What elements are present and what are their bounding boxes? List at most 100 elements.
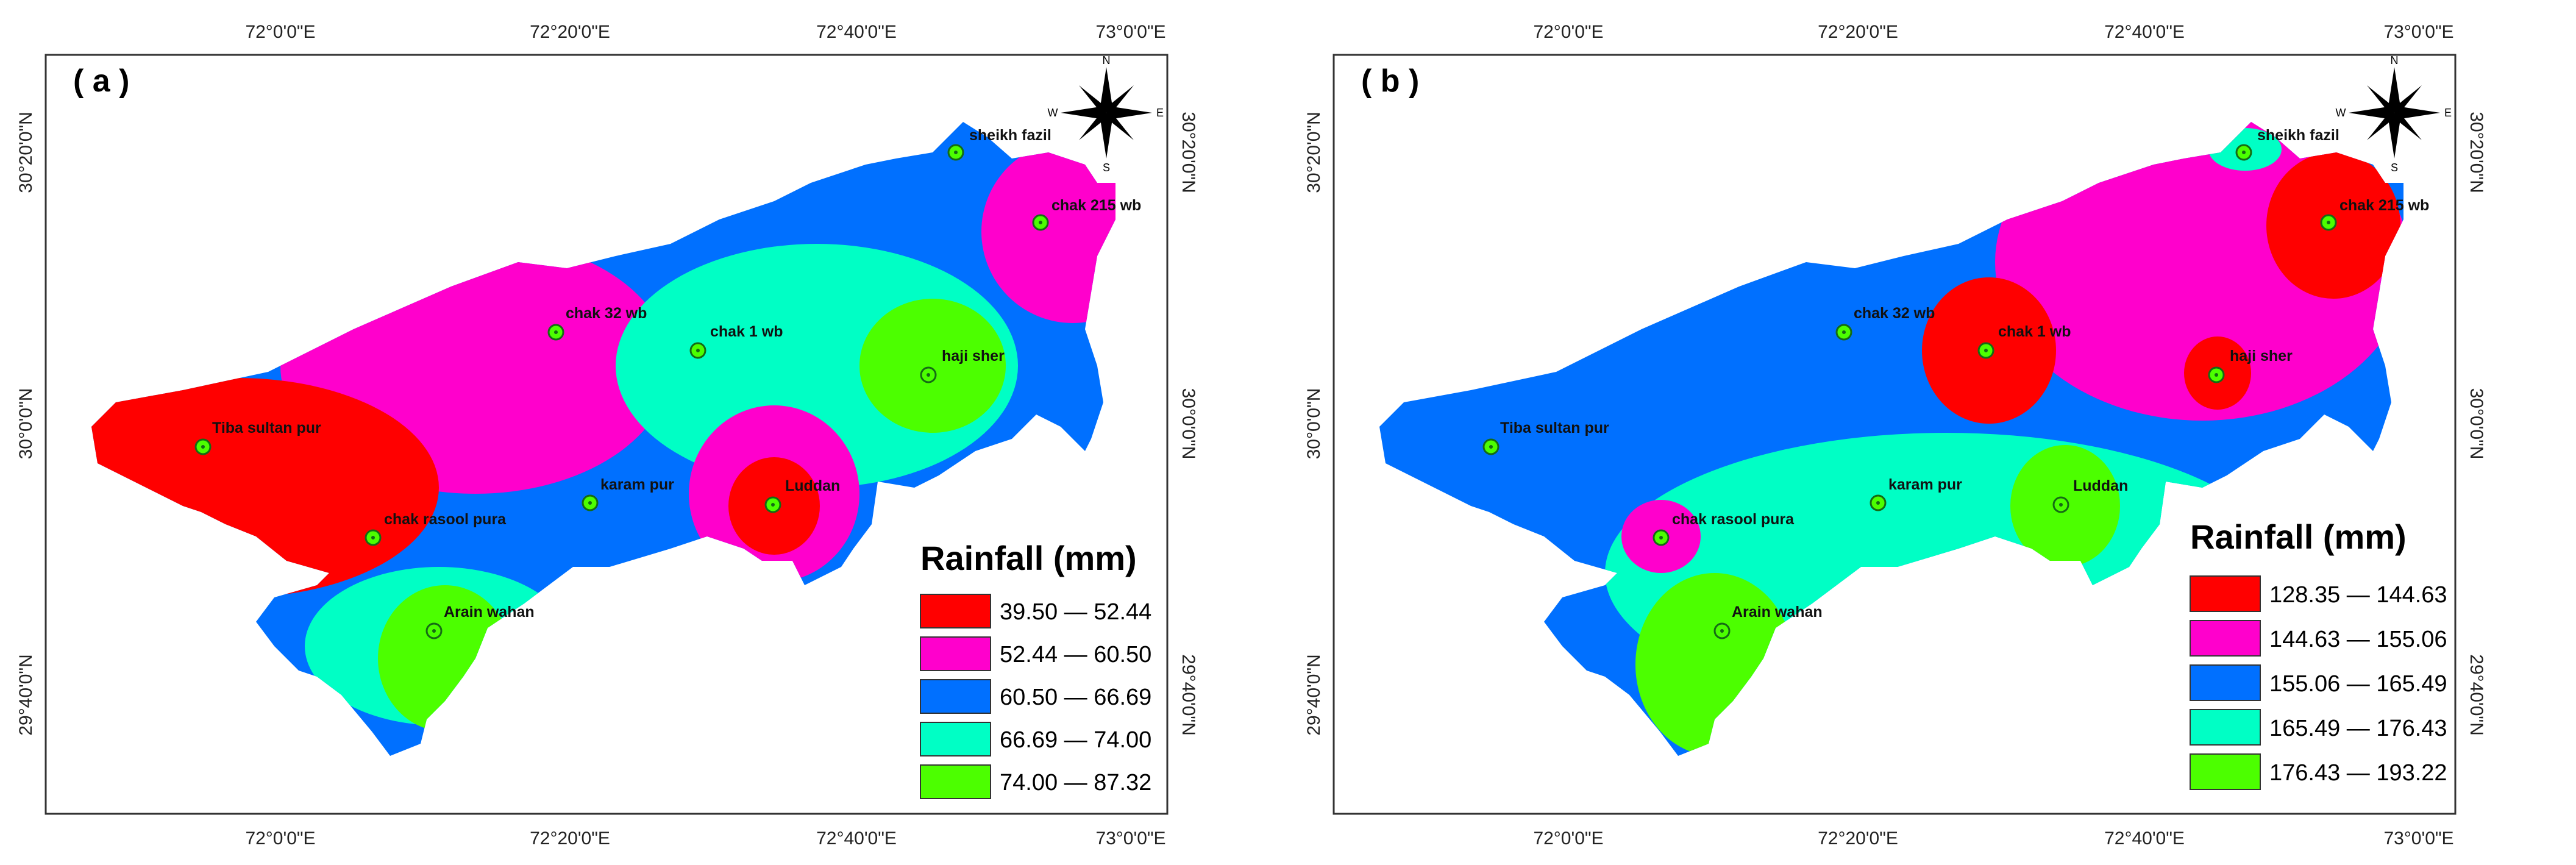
station-label-chak-215-wb-b: chak 215 wb xyxy=(2339,197,2429,214)
station-label-chak-1-wb-a: chak 1 wb xyxy=(710,323,783,340)
compass-rose-icon-b: N S W E xyxy=(2336,54,2452,174)
left-tick-2-b: 30°0'0"N xyxy=(1304,388,1324,460)
station-marker-arain-wahan-a[interactable] xyxy=(425,622,443,639)
right-tick-1-b: 30°20'0"N xyxy=(2466,112,2486,193)
map-panel-a: 72°0'0"E 72°20'0"E 72°40'0"E 73°0'0"E 72… xyxy=(16,22,1198,849)
station-marker-arain-wahan-b[interactable] xyxy=(1713,622,1731,639)
legend-a: Rainfall (mm) 39.50 — 52.44 52.44 — 60.5… xyxy=(920,539,1151,799)
left-tick-1-b: 30°20'0"N xyxy=(1304,112,1324,193)
top-tick-4-b: 73°0'0"E xyxy=(2383,22,2453,42)
station-marker-chak-215-wb-a[interactable] xyxy=(1032,214,1049,231)
legend-swatch-5-b xyxy=(2190,753,2261,790)
top-tick-1-b: 72°0'0"E xyxy=(1533,22,1603,42)
station-label-arain-wahan-a: Arain wahan xyxy=(444,603,535,621)
left-tick-1-a: 30°20'0"N xyxy=(16,112,36,193)
legend-range-2-b: 144.63 — 155.06 xyxy=(2269,627,2447,652)
legend-swatch-5-a xyxy=(920,764,991,799)
top-tick-1-a: 72°0'0"E xyxy=(245,22,315,42)
legend-range-1-b: 128.35 — 144.63 xyxy=(2269,582,2447,608)
station-marker-haji-sher-b[interactable] xyxy=(2208,366,2225,383)
station-label-luddan-a: Luddan xyxy=(785,477,840,494)
station-label-luddan-b: Luddan xyxy=(2073,477,2128,494)
compass-n-b: N xyxy=(2391,54,2399,66)
legend-b: Rainfall (mm) 128.35 — 144.63 144.63 — 1… xyxy=(2190,518,2447,790)
legend-range-4-b: 165.49 — 176.43 xyxy=(2269,716,2447,741)
left-tick-3-a: 29°40'0"N xyxy=(16,654,36,735)
compass-n-a: N xyxy=(1103,54,1111,66)
station-label-haji-sher-a: haji sher xyxy=(942,347,1005,365)
station-marker-haji-sher-a[interactable] xyxy=(920,366,937,383)
station-label-karam-pur-a: karam pur xyxy=(600,476,674,493)
station-marker-chak-215-wb-b[interactable] xyxy=(2320,214,2337,231)
bottom-tick-3-b: 72°40'0"E xyxy=(2104,828,2185,849)
station-marker-chak-rasool-pura-a[interactable] xyxy=(365,529,382,546)
stations-a: sheikh fazil chak 215 wb chak 32 wb chak… xyxy=(194,127,1141,639)
right-tick-2-a: 30°0'0"N xyxy=(1178,388,1198,460)
legend-title-b: Rainfall (mm) xyxy=(2190,518,2407,556)
station-label-sheikh-fazil-a: sheikh fazil xyxy=(969,127,1051,144)
bottom-tick-1-a: 72°0'0"E xyxy=(245,828,315,849)
right-tick-3-b: 29°40'0"N xyxy=(2466,654,2486,735)
compass-e-b: E xyxy=(2444,107,2452,119)
legend-range-5-a: 74.00 — 87.32 xyxy=(1000,770,1151,796)
stations-b: sheikh fazil chak 215 wb chak 32 wb chak… xyxy=(1482,127,2429,639)
top-tick-3-b: 72°40'0"E xyxy=(2104,22,2185,42)
station-marker-tiba-sultan-pur-a[interactable] xyxy=(194,438,212,455)
top-tick-2-b: 72°20'0"E xyxy=(1818,22,1898,42)
compass-w-a: W xyxy=(1048,107,1058,119)
station-marker-chak-rasool-pura-b[interactable] xyxy=(1653,529,1670,546)
station-marker-chak-32-wb-a[interactable] xyxy=(547,324,564,341)
compass-e-a: E xyxy=(1156,107,1164,119)
compass-w-b: W xyxy=(2336,107,2346,119)
legend-swatch-2-b xyxy=(2190,620,2261,657)
bottom-tick-2-a: 72°20'0"E xyxy=(530,828,610,849)
legend-range-4-a: 66.69 — 74.00 xyxy=(1000,727,1151,753)
station-marker-luddan-a[interactable] xyxy=(764,496,781,513)
bottom-tick-3-a: 72°40'0"E xyxy=(816,828,897,849)
legend-title-a: Rainfall (mm) xyxy=(920,539,1137,577)
station-marker-tiba-sultan-pur-b[interactable] xyxy=(1482,438,1500,455)
legend-range-3-a: 60.50 — 66.69 xyxy=(1000,685,1151,710)
station-label-sheikh-fazil-b: sheikh fazil xyxy=(2257,127,2339,144)
top-tick-4-a: 73°0'0"E xyxy=(1095,22,1165,42)
station-label-haji-sher-b: haji sher xyxy=(2230,347,2293,365)
legend-swatch-4-a xyxy=(920,722,991,756)
station-label-chak-215-wb-a: chak 215 wb xyxy=(1051,197,1141,214)
station-label-chak-rasool-pura-b: chak rasool pura xyxy=(1672,511,1795,528)
right-tick-3-a: 29°40'0"N xyxy=(1178,654,1198,735)
legend-swatch-2-a xyxy=(920,636,991,671)
station-label-chak-32-wb-a: chak 32 wb xyxy=(566,305,647,322)
station-label-karam-pur-b: karam pur xyxy=(1888,476,1962,493)
station-marker-chak-32-wb-b[interactable] xyxy=(1835,324,1852,341)
legend-range-3-b: 155.06 — 165.49 xyxy=(2269,671,2447,697)
station-marker-chak-1-wb-a[interactable] xyxy=(689,342,706,359)
station-label-arain-wahan-b: Arain wahan xyxy=(1732,603,1823,621)
right-tick-2-b: 30°0'0"N xyxy=(2466,388,2486,460)
map-canvas-b: 72°0'0"E 72°20'0"E 72°40'0"E 73°0'0"E 72… xyxy=(1304,22,2486,849)
top-tick-3-a: 72°40'0"E xyxy=(816,22,897,42)
panel-label-a: ( a ) xyxy=(73,63,129,99)
bottom-tick-4-b: 73°0'0"E xyxy=(2383,828,2453,849)
compass-rose-icon-a: N S W E xyxy=(1048,54,1164,174)
legend-range-1-a: 39.50 — 52.44 xyxy=(1000,599,1151,625)
station-label-tiba-sultan-pur-a: Tiba sultan pur xyxy=(212,419,321,436)
legend-swatch-1-a xyxy=(920,594,991,628)
zone-class-5-north-a xyxy=(859,299,1006,433)
station-marker-luddan-b[interactable] xyxy=(2052,496,2069,513)
legend-swatch-3-b xyxy=(2190,664,2261,701)
station-marker-sheikh-fazil-b[interactable] xyxy=(2235,144,2252,161)
legend-swatch-3-a xyxy=(920,679,991,714)
compass-s-b: S xyxy=(2391,162,2398,174)
right-tick-1-a: 30°20'0"N xyxy=(1178,112,1198,193)
legend-range-2-a: 52.44 — 60.50 xyxy=(1000,642,1151,667)
zone-class-2-east-a xyxy=(981,140,1115,323)
station-marker-karam-pur-b[interactable] xyxy=(1870,494,1887,511)
legend-swatch-1-b xyxy=(2190,575,2261,612)
map-panel-b: 72°0'0"E 72°20'0"E 72°40'0"E 73°0'0"E 72… xyxy=(1288,0,2576,865)
station-marker-sheikh-fazil-a[interactable] xyxy=(947,144,964,161)
station-marker-karam-pur-a[interactable] xyxy=(582,494,599,511)
left-tick-2-a: 30°0'0"N xyxy=(16,388,36,460)
bottom-tick-2-b: 72°20'0"E xyxy=(1818,828,1898,849)
station-label-chak-rasool-pura-a: chak rasool pura xyxy=(384,511,507,528)
station-marker-chak-1-wb-b[interactable] xyxy=(1977,342,1994,359)
